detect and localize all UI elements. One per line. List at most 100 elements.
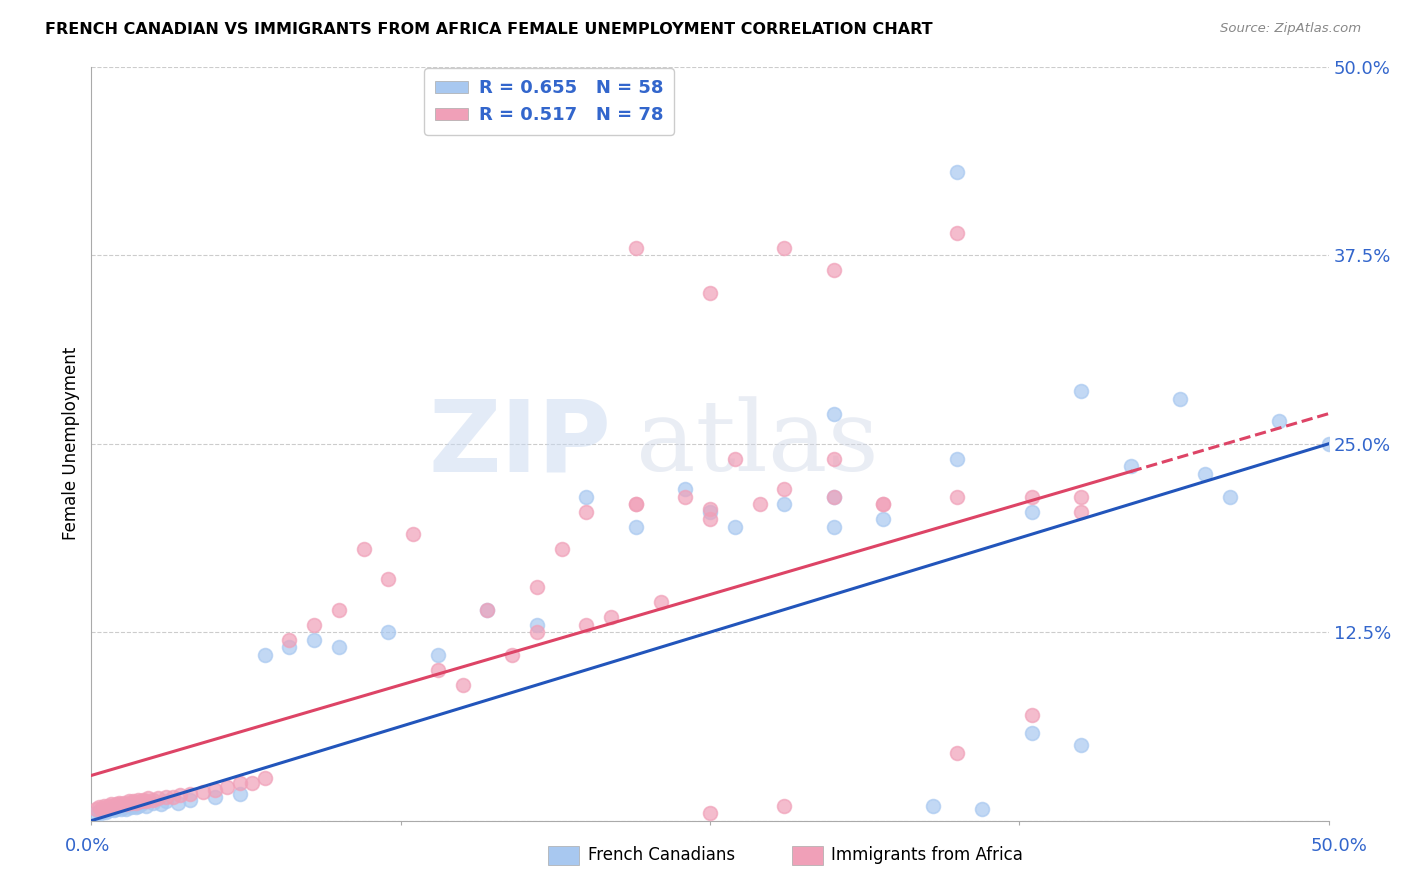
Point (87, 800, 110, 814)
Point (575, 490, 598, 504)
Point (1317, 437, 1340, 451)
Point (946, 451, 969, 466)
Point (217, 780, 239, 795)
Text: atlas: atlas (636, 396, 879, 491)
Point (823, 519, 845, 533)
Point (353, 542, 375, 557)
Point (526, 580, 548, 594)
Point (125, 796, 148, 810)
Point (103, 803, 125, 817)
Point (823, 263, 845, 277)
Point (86, 806, 108, 821)
Point (773, 482, 796, 496)
Point (699, 505, 721, 519)
Point (724, 451, 747, 466)
Point (402, 527, 425, 541)
Point (278, 632, 301, 647)
Point (129, 797, 152, 811)
Point (426, 663, 449, 677)
Point (110, 797, 132, 811)
Point (103, 798, 125, 813)
Point (526, 617, 548, 632)
Point (477, 602, 499, 616)
Text: 0.0%: 0.0% (65, 837, 110, 855)
Point (127, 798, 149, 813)
Point (117, 794, 139, 808)
Point (823, 407, 845, 421)
Point (575, 105, 598, 120)
Point (477, 602, 499, 616)
Point (699, 512, 721, 526)
Point (142, 796, 165, 810)
Point (872, 512, 894, 526)
Y-axis label: Female Unemployment: Female Unemployment (62, 347, 80, 541)
Text: ZIP: ZIP (429, 395, 612, 492)
Point (921, 798, 943, 813)
Point (1268, 414, 1291, 428)
Point (90, 806, 112, 821)
Point (302, 632, 325, 647)
Point (1021, 490, 1043, 504)
Point (823, 490, 845, 504)
Point (946, 746, 969, 760)
Point (823, 490, 845, 504)
Point (773, 798, 796, 813)
Point (328, 602, 350, 616)
Point (96, 800, 118, 814)
Point (100, 797, 122, 811)
Point (748, 497, 770, 511)
Point (117, 798, 139, 813)
Point (972, 801, 994, 815)
Point (204, 783, 226, 797)
Point (112, 796, 135, 810)
Point (699, 806, 721, 821)
Point (673, 482, 696, 496)
Point (87, 805, 110, 819)
Point (169, 788, 191, 802)
Point (96, 805, 118, 819)
Point (946, 490, 969, 504)
Point (600, 610, 623, 624)
Point (1070, 384, 1092, 398)
Point (773, 497, 796, 511)
Point (328, 640, 350, 655)
Point (97, 803, 120, 817)
Point (162, 789, 184, 804)
Point (823, 451, 845, 466)
Point (946, 226, 969, 240)
Point (86, 801, 108, 815)
Point (624, 497, 647, 511)
Text: 50.0%: 50.0% (1310, 837, 1367, 855)
Point (501, 648, 523, 662)
Point (526, 625, 548, 640)
Point (872, 497, 894, 511)
Point (93, 803, 115, 817)
Point (1194, 467, 1216, 481)
Point (204, 789, 226, 804)
Point (115, 797, 138, 811)
Point (167, 796, 190, 810)
Point (673, 490, 696, 504)
Point (129, 794, 152, 808)
Point (122, 798, 145, 813)
Text: Immigrants from Africa: Immigrants from Africa (831, 846, 1022, 863)
Point (650, 595, 672, 609)
Point (149, 797, 172, 811)
Point (773, 241, 796, 255)
Point (107, 800, 129, 814)
Point (575, 617, 598, 632)
Point (377, 625, 399, 640)
Point (136, 791, 159, 805)
Point (1021, 726, 1043, 740)
Text: Source: ZipAtlas.com: Source: ZipAtlas.com (1220, 22, 1361, 36)
Point (1021, 708, 1043, 723)
Point (107, 796, 129, 810)
Point (426, 648, 449, 662)
Point (112, 800, 135, 814)
Point (115, 801, 138, 815)
Point (278, 640, 301, 655)
Legend: R = 0.655   N = 58, R = 0.517   N = 78: R = 0.655 N = 58, R = 0.517 N = 78 (425, 69, 673, 135)
Point (179, 792, 201, 806)
Point (90, 801, 112, 815)
Point (699, 501, 721, 516)
